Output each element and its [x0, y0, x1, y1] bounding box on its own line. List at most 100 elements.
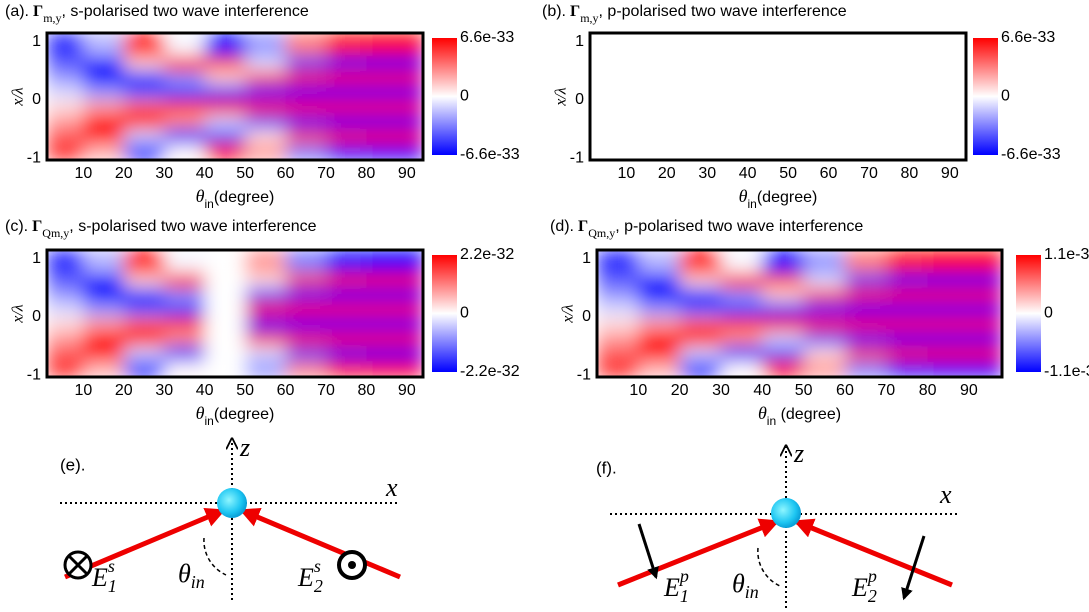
heatmap-cell — [788, 33, 830, 57]
heatmap-cell — [285, 114, 327, 130]
heatmap-cell — [325, 143, 367, 160]
colorbar-tick-label: -2.2e-32 — [460, 363, 520, 380]
heatmap-cell — [666, 99, 708, 116]
x-tick-label: 40 — [739, 165, 757, 182]
heatmap-cell — [886, 287, 929, 303]
heatmap-cell — [886, 316, 929, 333]
heatmap-cell — [679, 273, 722, 289]
heatmap-cell — [762, 273, 805, 289]
heatmap-cell — [325, 85, 367, 101]
chart-title: (c). ΓQm,y, s-polarised two wave interfer… — [5, 218, 317, 240]
heatmap-cell — [707, 99, 749, 116]
superscript: p — [866, 566, 877, 586]
x-axis-label-part: (degree) — [214, 189, 274, 206]
chart-title-part: , p-polarised two wave interference — [599, 3, 847, 20]
heatmap-cell — [844, 331, 887, 347]
field-into-page — [63, 550, 93, 580]
axis-label: x — [939, 480, 952, 509]
heatmap-cell — [366, 346, 423, 362]
heatmap-cell — [886, 346, 929, 362]
heatmap-cell — [828, 129, 870, 145]
heatmap-cell — [123, 129, 165, 145]
symbol: E — [851, 573, 868, 602]
heatmap-cell — [47, 360, 84, 377]
chart-title-part: (b). — [542, 3, 566, 20]
heatmap-cell — [285, 99, 327, 116]
heatmap-cell — [83, 250, 125, 274]
heatmap-cell — [909, 33, 966, 57]
heatmap-cell — [626, 85, 668, 101]
heatmap-cell — [828, 56, 870, 72]
heatmap-cell — [47, 250, 84, 274]
heatmap-cell — [83, 99, 125, 116]
heatmap-cell — [285, 33, 327, 57]
heatmap-cell — [927, 250, 1002, 274]
heatmap-cell — [285, 287, 327, 303]
heatmap-cell — [666, 33, 708, 57]
heatmap-cell — [927, 273, 1002, 289]
x-tick-label: 50 — [236, 165, 254, 182]
superscript: s — [108, 556, 115, 576]
heatmap-cell — [803, 287, 846, 303]
colorbar-tick-label: 0 — [1001, 88, 1010, 105]
heatmap-cell — [204, 70, 246, 86]
heatmap-cell — [204, 56, 246, 72]
field-out-of-page — [337, 550, 367, 580]
heatmap-cell — [83, 70, 125, 86]
heatmap-cell — [828, 85, 870, 101]
x-tick-label: 90 — [398, 165, 416, 182]
heatmap-cell — [886, 360, 929, 377]
colorbar — [432, 255, 457, 372]
heatmap-cell — [123, 302, 165, 318]
heatmap-cell — [325, 331, 367, 347]
y-tick-label: -1 — [27, 149, 41, 166]
heatmap-cell — [164, 331, 206, 347]
heatmap-cell — [285, 250, 327, 274]
heatmap-cell — [828, 33, 870, 57]
x-tick-label: 80 — [357, 165, 375, 182]
heatmap-cell — [886, 273, 929, 289]
heatmap-panel: (c). ΓQm,y, s-polarised two wave interfer… — [5, 218, 520, 429]
subscript: 1 — [680, 586, 689, 606]
field-label: E1p — [663, 566, 689, 606]
heatmap-cell — [626, 56, 668, 72]
cells — [47, 250, 423, 377]
plot-frame — [45, 31, 425, 162]
y-tick-label: 0 — [575, 91, 584, 108]
heatmap-cell — [747, 129, 789, 145]
heatmap-cell — [626, 33, 668, 57]
heatmap-cell — [366, 33, 423, 57]
axis-label: z — [793, 439, 804, 468]
heatmap-cell — [597, 287, 639, 303]
heatmap-cell — [626, 114, 668, 130]
heatmap-cell — [803, 360, 846, 377]
heatmap-cell — [123, 56, 165, 72]
heatmap-cell — [927, 316, 1002, 333]
heatmap-cell — [868, 70, 910, 86]
x-axis-label: θin(degree) — [196, 403, 275, 428]
heatmap-cell — [844, 273, 887, 289]
heatmap-cell — [597, 331, 639, 347]
heatmap-cell — [164, 70, 206, 86]
heatmap-cell — [83, 129, 125, 145]
heatmap-cell — [47, 143, 84, 160]
chart-title-part: , s-polarised two wave interference — [62, 3, 309, 20]
heatmap-cell — [366, 273, 423, 289]
heatmap-cell — [886, 250, 929, 274]
field-label: E2p — [851, 566, 877, 606]
heatmap-cell — [204, 302, 246, 318]
x-tick-label: 30 — [698, 165, 716, 182]
angle-arc — [757, 547, 781, 587]
heatmap-cell — [83, 302, 125, 318]
heatmap-cell — [803, 302, 846, 318]
x-tick-label: 10 — [629, 382, 647, 399]
heatmap-cell — [245, 99, 287, 116]
x-tick-label: 80 — [900, 165, 918, 182]
heatmap-cell — [707, 114, 749, 130]
superscript: p — [678, 566, 689, 586]
heatmap-cell — [886, 302, 929, 318]
heatmap-cell — [626, 143, 668, 160]
heatmap-cell — [325, 250, 367, 274]
heatmap-cell — [245, 56, 287, 72]
heatmap-cell — [245, 346, 287, 362]
